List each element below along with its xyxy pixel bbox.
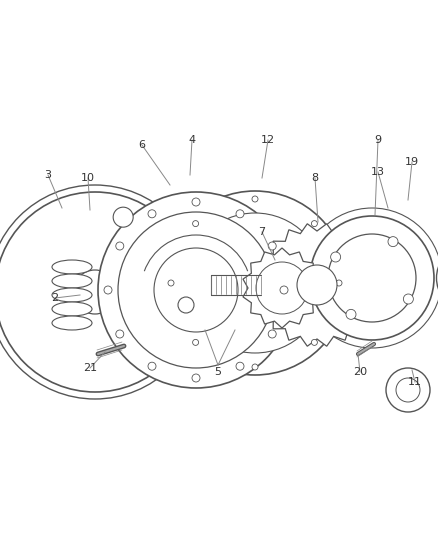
- Text: 19: 19: [405, 157, 419, 167]
- Circle shape: [163, 191, 347, 375]
- Circle shape: [113, 207, 133, 227]
- Ellipse shape: [52, 316, 92, 330]
- Ellipse shape: [52, 274, 92, 288]
- Circle shape: [280, 286, 288, 294]
- Ellipse shape: [437, 251, 438, 305]
- Circle shape: [73, 270, 117, 314]
- Circle shape: [148, 362, 156, 370]
- Circle shape: [193, 221, 198, 227]
- Circle shape: [328, 234, 416, 322]
- Text: 8: 8: [311, 173, 318, 183]
- Circle shape: [302, 208, 438, 348]
- Circle shape: [331, 252, 341, 262]
- Circle shape: [0, 192, 195, 392]
- Circle shape: [310, 216, 434, 340]
- Circle shape: [192, 198, 200, 206]
- Circle shape: [154, 248, 238, 332]
- Text: 12: 12: [261, 135, 275, 145]
- Text: 10: 10: [81, 173, 95, 183]
- Circle shape: [252, 196, 258, 202]
- Circle shape: [148, 210, 156, 218]
- Circle shape: [193, 340, 198, 345]
- Circle shape: [396, 378, 420, 402]
- Circle shape: [236, 210, 244, 218]
- Ellipse shape: [52, 302, 92, 316]
- Polygon shape: [256, 224, 378, 346]
- Circle shape: [311, 221, 318, 227]
- Text: 21: 21: [83, 363, 97, 373]
- Text: 7: 7: [258, 227, 265, 237]
- Circle shape: [116, 242, 124, 250]
- Text: 20: 20: [353, 367, 367, 377]
- Text: 2: 2: [51, 293, 59, 303]
- Text: 4: 4: [188, 135, 195, 145]
- Circle shape: [256, 262, 308, 314]
- Text: 3: 3: [45, 170, 52, 180]
- Circle shape: [311, 340, 318, 345]
- Circle shape: [386, 368, 430, 412]
- Text: 5: 5: [215, 367, 222, 377]
- Text: 11: 11: [408, 377, 422, 387]
- Circle shape: [118, 212, 274, 368]
- Circle shape: [185, 213, 325, 353]
- Circle shape: [104, 286, 112, 294]
- Polygon shape: [243, 248, 321, 328]
- Circle shape: [0, 185, 202, 399]
- Circle shape: [98, 192, 294, 388]
- Circle shape: [388, 237, 398, 247]
- Text: 9: 9: [374, 135, 381, 145]
- Text: 13: 13: [371, 167, 385, 177]
- Circle shape: [268, 242, 276, 250]
- Circle shape: [168, 280, 174, 286]
- Circle shape: [403, 294, 413, 304]
- Circle shape: [336, 280, 342, 286]
- Ellipse shape: [52, 260, 92, 274]
- Circle shape: [346, 309, 356, 319]
- Circle shape: [178, 297, 194, 313]
- Text: 6: 6: [138, 140, 145, 150]
- Circle shape: [116, 330, 124, 338]
- Circle shape: [236, 362, 244, 370]
- Circle shape: [297, 265, 337, 305]
- Ellipse shape: [52, 288, 92, 302]
- Circle shape: [192, 374, 200, 382]
- Circle shape: [268, 330, 276, 338]
- Circle shape: [252, 364, 258, 370]
